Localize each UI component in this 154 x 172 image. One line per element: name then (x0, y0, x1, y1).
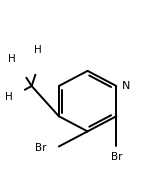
Text: H: H (5, 92, 13, 102)
Text: N: N (122, 81, 131, 91)
Text: Br: Br (111, 152, 122, 162)
Text: H: H (8, 54, 16, 64)
Text: Br: Br (35, 143, 47, 153)
Text: H: H (34, 45, 42, 55)
